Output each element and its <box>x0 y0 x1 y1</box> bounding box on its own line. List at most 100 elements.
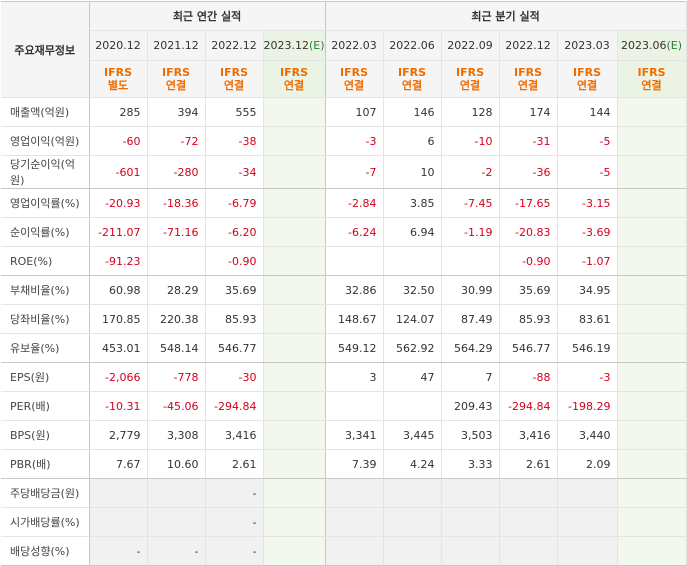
standard-scope: 연결 <box>459 79 481 92</box>
value-cell: -1.07 <box>557 246 618 276</box>
value-cell: 3.33 <box>441 449 500 479</box>
period-label: 2022.09 <box>447 39 493 52</box>
row-label: 영업이익(억원) <box>1 126 90 156</box>
value-cell <box>617 126 687 156</box>
value-cell: -10 <box>441 126 500 156</box>
value-cell <box>383 507 442 537</box>
row-label: 당좌비율(%) <box>1 304 90 334</box>
row-label: 순이익률(%) <box>1 217 90 247</box>
value-cell: -20.93 <box>89 188 148 218</box>
value-cell: - <box>205 478 264 508</box>
table-row: 당기순이익(억원) -601 -280 -34 -7 10 -2 -36 -5 <box>1 155 687 189</box>
value-cell: 144 <box>557 97 618 127</box>
value-cell: 3,308 <box>147 420 206 450</box>
value-cell <box>617 188 687 218</box>
value-cell: 170.85 <box>89 304 148 334</box>
value-cell: 47 <box>383 362 442 392</box>
value-cell: 453.01 <box>89 333 148 363</box>
value-cell: 555 <box>205 97 264 127</box>
period-label: 2023.06 <box>621 39 667 52</box>
row-label: 당기순이익(억원) <box>1 155 90 189</box>
table-row: PBR(배) 7.67 10.60 2.61 7.39 4.24 3.33 2.61 2.09 <box>1 449 687 479</box>
row-label: 매출액(억원) <box>1 97 90 127</box>
value-cell: 2,779 <box>89 420 148 450</box>
annual-section-title: 최근 연간 실적 <box>89 1 326 31</box>
table-row: PER(배) -10.31 -45.06 -294.84 209.43 -294.84 -1… <box>1 391 687 421</box>
value-cell: 546.77 <box>499 333 558 363</box>
period-header-2023-12: 2023.12(E) <box>263 30 326 61</box>
standard-name: IFRS <box>514 66 543 79</box>
value-cell: - <box>89 536 148 566</box>
value-cell <box>617 304 687 334</box>
value-cell: 2.61 <box>205 449 264 479</box>
value-cell: 564.29 <box>441 333 500 363</box>
value-cell <box>499 507 558 537</box>
period-label: 2020.12 <box>95 39 141 52</box>
table-row: 당좌비율(%) 170.85 220.38 85.93 148.67 124.07 87.4… <box>1 304 687 334</box>
value-cell: 394 <box>147 97 206 127</box>
value-cell: 285 <box>89 97 148 127</box>
standard-name: IFRS <box>220 66 248 79</box>
period-label: 2022.12 <box>505 39 551 52</box>
value-cell: -17.65 <box>499 188 558 218</box>
value-cell: -10.31 <box>89 391 148 421</box>
value-cell: 209.43 <box>441 391 500 421</box>
value-cell: 4.24 <box>383 449 442 479</box>
accounting-standard-2022-06: IFRS 연결 <box>383 60 442 98</box>
value-cell <box>263 217 326 247</box>
value-cell <box>557 536 618 566</box>
row-label-header: 주요재무정보 <box>1 1 90 98</box>
value-cell: -34 <box>205 155 264 189</box>
value-cell: 3,440 <box>557 420 618 450</box>
value-cell: -0.90 <box>499 246 558 276</box>
value-cell: -71.16 <box>147 217 206 247</box>
value-cell: 174 <box>499 97 558 127</box>
estimate-mark: (E) <box>666 39 683 52</box>
standard-scope: 연결 <box>165 79 187 92</box>
value-cell <box>617 333 687 363</box>
value-cell: -45.06 <box>147 391 206 421</box>
value-cell <box>617 449 687 479</box>
value-cell <box>325 246 384 276</box>
value-cell: 107 <box>325 97 384 127</box>
value-cell <box>617 536 687 566</box>
value-cell: 6.94 <box>383 217 442 247</box>
table-row: BPS(원) 2,779 3,308 3,416 3,341 3,445 3,503 3,41… <box>1 420 687 450</box>
table-row: 배당성향(%) - - - <box>1 536 687 566</box>
value-cell: 3,416 <box>499 420 558 450</box>
value-cell <box>89 478 148 508</box>
value-cell <box>263 333 326 363</box>
value-cell <box>441 507 500 537</box>
value-cell: - <box>147 536 206 566</box>
value-cell: 3,503 <box>441 420 500 450</box>
period-header-2022-12: 2022.12 <box>205 30 264 61</box>
value-cell: -1.19 <box>441 217 500 247</box>
value-cell <box>383 478 442 508</box>
value-cell: -2.84 <box>325 188 384 218</box>
value-cell <box>263 126 326 156</box>
value-cell <box>617 420 687 450</box>
value-cell <box>617 362 687 392</box>
value-cell: 3,416 <box>205 420 264 450</box>
table-row: 순이익률(%) -211.07 -71.16 -6.20 -6.24 6.94 -1.19-… <box>1 217 687 247</box>
value-cell: 220.38 <box>147 304 206 334</box>
value-cell: 6 <box>383 126 442 156</box>
row-label: PBR(배) <box>1 449 90 479</box>
value-cell: 85.93 <box>499 304 558 334</box>
value-cell <box>617 97 687 127</box>
value-cell <box>617 217 687 247</box>
value-cell <box>263 391 326 421</box>
value-cell <box>499 478 558 508</box>
accounting-standard-2023-03: IFRS 연결 <box>557 60 618 98</box>
standard-name: IFRS <box>104 66 132 79</box>
value-cell <box>325 507 384 537</box>
value-cell: -20.83 <box>499 217 558 247</box>
value-cell: 10 <box>383 155 442 189</box>
value-cell: -2,066 <box>89 362 148 392</box>
value-cell <box>263 275 326 305</box>
value-cell: -3 <box>325 126 384 156</box>
value-cell: 10.60 <box>147 449 206 479</box>
accounting-standard-2021-12: IFRS 연결 <box>147 60 206 98</box>
value-cell <box>263 362 326 392</box>
value-cell: -5 <box>557 155 618 189</box>
